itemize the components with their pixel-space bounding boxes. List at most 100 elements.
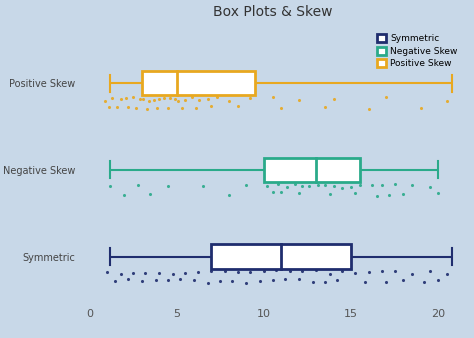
Point	[260, 268, 268, 274]
Point	[150, 97, 158, 103]
Point	[321, 279, 328, 285]
Point	[243, 280, 250, 286]
Point	[225, 193, 233, 198]
Point	[435, 190, 442, 196]
Point	[417, 105, 425, 111]
Point	[400, 192, 407, 197]
Point	[155, 270, 163, 276]
Point	[145, 98, 153, 103]
Point	[347, 185, 355, 190]
Point	[333, 277, 341, 283]
Point	[321, 104, 328, 110]
Point	[420, 280, 428, 285]
Point	[166, 95, 173, 100]
Point	[152, 278, 159, 283]
Point	[182, 270, 189, 275]
Point	[243, 182, 250, 187]
Point	[171, 97, 179, 102]
Point	[178, 105, 186, 111]
Point	[361, 280, 369, 285]
Point	[299, 183, 306, 189]
Point	[292, 182, 299, 187]
Point	[135, 182, 142, 188]
Point	[269, 277, 276, 283]
Point	[228, 278, 236, 284]
Point	[326, 192, 334, 197]
Point	[330, 96, 337, 101]
Point	[208, 268, 215, 274]
Point	[225, 98, 233, 104]
Point	[391, 268, 399, 274]
Point	[409, 182, 416, 188]
Point	[295, 97, 302, 103]
Point	[164, 277, 172, 283]
Point	[189, 94, 196, 100]
Point	[391, 181, 399, 186]
Point	[117, 271, 125, 276]
Point	[129, 270, 137, 275]
Point	[338, 268, 346, 273]
Point	[182, 97, 189, 102]
Point	[124, 104, 131, 110]
Point	[143, 106, 151, 112]
Point	[217, 279, 224, 284]
Point	[122, 95, 130, 101]
Point	[194, 270, 201, 275]
Point	[234, 104, 241, 109]
Point	[365, 269, 372, 275]
Point	[133, 105, 140, 111]
Point	[246, 270, 254, 275]
Point	[299, 268, 306, 273]
Point	[141, 270, 149, 275]
Point	[154, 105, 161, 110]
Legend: Symmetric, Negative Skew, Positive Skew: Symmetric, Negative Skew, Positive Skew	[374, 31, 460, 71]
Point	[382, 279, 390, 285]
Point	[103, 269, 110, 275]
Bar	[211, 244, 351, 269]
Point	[269, 190, 276, 195]
Point	[124, 277, 131, 282]
Point	[295, 276, 302, 282]
Point	[321, 183, 328, 188]
Point	[204, 280, 212, 286]
Point	[208, 103, 215, 109]
Point	[443, 271, 451, 277]
Point	[286, 269, 294, 274]
Point	[314, 182, 322, 188]
Point	[356, 182, 364, 187]
Point	[204, 96, 212, 102]
Point	[382, 94, 390, 100]
Point	[176, 277, 184, 282]
Point	[112, 279, 119, 284]
Title: Box Plots & Skew: Box Plots & Skew	[213, 5, 332, 19]
Point	[426, 269, 433, 274]
Point	[164, 105, 172, 111]
Point	[140, 96, 147, 102]
Point	[246, 96, 254, 101]
Point	[101, 98, 109, 103]
Point	[443, 98, 451, 103]
Point	[330, 183, 337, 189]
Point	[117, 96, 125, 102]
Point	[283, 184, 290, 190]
Point	[351, 190, 358, 195]
Point	[351, 270, 358, 276]
Point	[199, 183, 207, 188]
Point	[426, 185, 433, 190]
Point	[400, 278, 407, 283]
Point	[326, 271, 334, 277]
Point	[272, 268, 280, 273]
Point	[338, 185, 346, 190]
Bar	[142, 71, 255, 95]
Point	[386, 192, 393, 198]
Point	[138, 279, 146, 284]
Bar	[264, 158, 360, 182]
Point	[295, 190, 302, 195]
Point	[379, 182, 386, 187]
Point	[234, 269, 241, 275]
Point	[136, 96, 144, 101]
Point	[174, 98, 182, 103]
Point	[365, 106, 372, 111]
Point	[309, 280, 317, 285]
Point	[277, 190, 285, 195]
